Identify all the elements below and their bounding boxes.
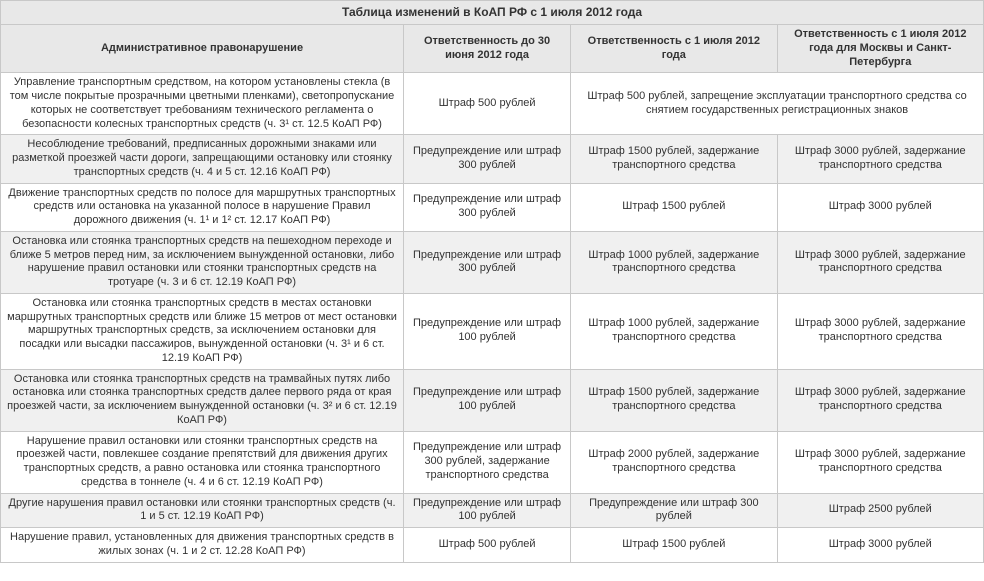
cell-after: Штраф 1500 рублей, задержание транспортн… (571, 135, 777, 183)
header-before: Ответственность до 30 июня 2012 года (404, 25, 571, 73)
changes-table: Таблица изменений в КоАП РФ с 1 июля 201… (0, 0, 984, 563)
table-row: Другие нарушения правил остановки или ст… (1, 493, 984, 528)
header-after: Ответственность с 1 июля 2012 года (571, 25, 777, 73)
cell-moscow: Штраф 2500 рублей (777, 493, 983, 528)
table-title: Таблица изменений в КоАП РФ с 1 июля 201… (1, 1, 984, 25)
table-row: Остановка или стоянка транспортных средс… (1, 293, 984, 369)
cell-violation: Нарушение правил остановки или стоянки т… (1, 431, 404, 493)
cell-before: Предупреждение или штраф 100 рублей (404, 493, 571, 528)
cell-violation: Нарушение правил, установленных для движ… (1, 528, 404, 563)
header-moscow: Ответственность с 1 июля 2012 года для М… (777, 25, 983, 73)
table-row: Нарушение правил остановки или стоянки т… (1, 431, 984, 493)
cell-moscow: Штраф 3000 рублей, задержание транспортн… (777, 135, 983, 183)
table-row: Нарушение правил, установленных для движ… (1, 528, 984, 563)
cell-before: Предупреждение или штраф 100 рублей (404, 293, 571, 369)
cell-after-merged: Штраф 500 рублей, запрещение эксплуатаци… (571, 73, 984, 135)
cell-violation: Остановка или стоянка транспортных средс… (1, 293, 404, 369)
cell-violation: Другие нарушения правил остановки или ст… (1, 493, 404, 528)
cell-violation: Управление транспортным средством, на ко… (1, 73, 404, 135)
cell-violation: Остановка или стоянка транспортных средс… (1, 231, 404, 293)
cell-before: Предупреждение или штраф 300 рублей, зад… (404, 431, 571, 493)
cell-after: Штраф 1000 рублей, задержание транспортн… (571, 293, 777, 369)
cell-moscow: Штраф 3000 рублей (777, 528, 983, 563)
cell-after: Предупреждение или штраф 300 рублей (571, 493, 777, 528)
cell-before: Предупреждение или штраф 300 рублей (404, 183, 571, 231)
cell-moscow: Штраф 3000 рублей, задержание транспортн… (777, 293, 983, 369)
cell-after: Штраф 2000 рублей, задержание транспортн… (571, 431, 777, 493)
cell-after: Штраф 1000 рублей, задержание транспортн… (571, 231, 777, 293)
cell-violation: Движение транспортных средств по полосе … (1, 183, 404, 231)
table-row: Управление транспортным средством, на ко… (1, 73, 984, 135)
cell-before: Предупреждение или штраф 300 рублей (404, 135, 571, 183)
cell-moscow: Штраф 3000 рублей, задержание транспортн… (777, 431, 983, 493)
cell-after: Штраф 1500 рублей (571, 183, 777, 231)
header-violation: Административное правонарушение (1, 25, 404, 73)
cell-before: Предупреждение или штраф 100 рублей (404, 369, 571, 431)
table-row: Остановка или стоянка транспортных средс… (1, 231, 984, 293)
cell-moscow: Штраф 3000 рублей, задержание транспортн… (777, 231, 983, 293)
cell-after: Штраф 1500 рублей, задержание транспортн… (571, 369, 777, 431)
cell-violation: Несоблюдение требований, предписанных до… (1, 135, 404, 183)
cell-moscow: Штраф 3000 рублей, задержание транспортн… (777, 369, 983, 431)
cell-before: Штраф 500 рублей (404, 73, 571, 135)
table-row: Движение транспортных средств по полосе … (1, 183, 984, 231)
cell-violation: Остановка или стоянка транспортных средс… (1, 369, 404, 431)
cell-moscow: Штраф 3000 рублей (777, 183, 983, 231)
cell-after: Штраф 1500 рублей (571, 528, 777, 563)
table-row: Несоблюдение требований, предписанных до… (1, 135, 984, 183)
cell-before: Предупреждение или штраф 300 рублей (404, 231, 571, 293)
table-row: Остановка или стоянка транспортных средс… (1, 369, 984, 431)
cell-before: Штраф 500 рублей (404, 528, 571, 563)
